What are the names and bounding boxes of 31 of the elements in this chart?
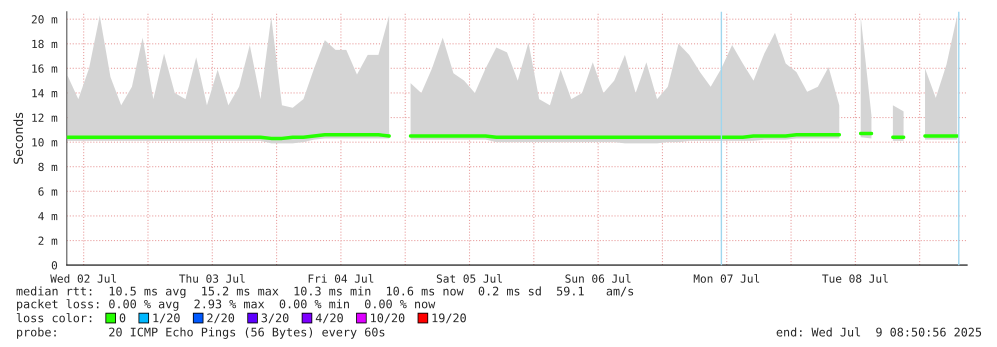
y-tick-label: 16 m [32,64,58,73]
y-axis-title: Seconds [13,112,24,164]
legend-label: 4/20 [316,313,343,324]
x-tick-label: Wed 02 Jul [50,274,116,283]
legend-label: 0 [120,313,126,322]
text: median rtt: 10.5 ms avg 15.2 ms max 10.3 ms min 10.6 ms now 0.2 ms sd 59.1 am/s [16,286,634,298]
legend-label: 3/20 [262,313,289,324]
legend-label: 19/20 [432,313,466,324]
text: probe: 20 ICMP Echo Pings (56 Bytes) every 60s [17,327,384,339]
y-tick-label: 0 [52,261,58,270]
legend-label: 1/20 [153,313,180,324]
y-tick-label: 12 m [32,114,58,122]
y-tick-label: 2 m [38,236,58,245]
y-tick-label: 14 m [32,89,58,98]
x-tick-label: Tue 08 Jul [822,274,888,283]
text: packet loss: 0.00 % avg 2.93 % max 0.00 % min 0.00 % now [17,299,436,311]
y-tick-label: 6 m [38,187,58,196]
y-tick-label: 8 m [38,162,58,172]
legend-label: 10/20 [371,313,404,324]
x-tick-label: Sun 06 Jul [565,274,630,283]
y-tick-label: 10 m [32,138,58,147]
x-tick-label: Sat 05 Jul [436,274,502,283]
y-tick-label: 4 m [38,212,58,220]
x-tick-label: Mon 07 Jul [694,274,760,283]
legend-label: 2/20 [207,313,234,324]
y-tick-label: 20 m [32,15,58,24]
y-tick-label: 18 m [32,40,58,48]
x-tick-label: Fri 04 Jul [308,274,374,283]
legend-title: loss color: [16,313,92,322]
text: end: Wed Jul 9 08:50:56 2025 [776,327,982,337]
x-tick-label: Thu 03 Jul [179,274,245,283]
